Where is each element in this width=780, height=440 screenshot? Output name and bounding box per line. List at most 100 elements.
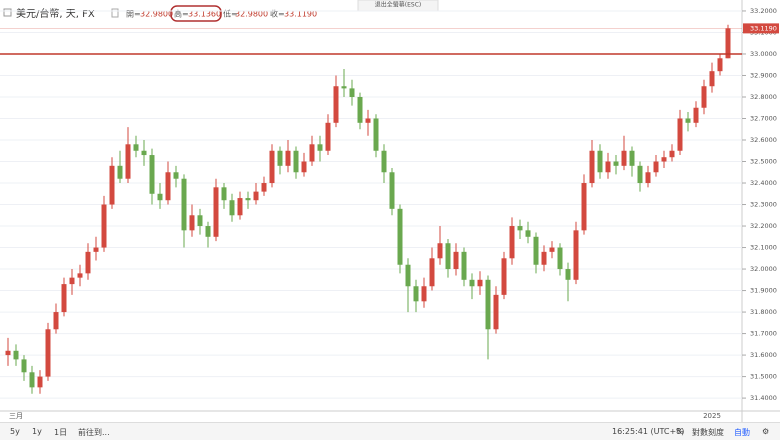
y-tick-label: 32.1000 [750,244,777,252]
candle-body [453,251,459,270]
candle-body [261,183,267,192]
candle-body [69,277,75,285]
candle-body [701,86,707,108]
range-1d[interactable]: 1日 [54,428,68,437]
candle-body [485,279,491,330]
candle-body [389,172,395,209]
candle-body [101,204,107,248]
candle-body [285,150,291,166]
candle-body [109,165,115,205]
candle-body [493,294,499,330]
y-tick-label: 31.8000 [750,308,777,316]
candle-body [13,350,19,360]
candle-body [589,150,595,184]
open-label: 開= [126,10,141,19]
chart: 退出全螢幕(ESC) 美元/台幣, 天, FX 開= 32.9800 高= 33… [0,0,780,422]
y-tick-label: 32.8000 [750,93,777,101]
x-tick-label: 三月 [9,412,23,420]
candle-body [21,359,27,373]
close-label: 收= [270,9,285,19]
candle-body [661,157,667,162]
candle-body [269,150,275,184]
candle-body [149,155,155,194]
candle-body [581,183,587,231]
candle-body [621,150,627,166]
candle-body [613,161,619,166]
compare-icon[interactable] [111,8,119,18]
candle-body [29,372,35,388]
candle-body [325,122,331,151]
open-value: 32.9800 [140,10,173,19]
percent[interactable]: % [676,427,684,436]
low-value: 32.9800 [235,10,268,19]
last-price-badge [743,23,779,34]
range-1y[interactable]: 1y [32,427,42,436]
candle-body [597,150,603,173]
candle-body [677,118,683,151]
y-tick-label: 31.9000 [750,287,777,295]
menu-icon[interactable] [3,8,12,17]
log-scale[interactable]: 對數刻度 [692,428,724,437]
candle-body [365,118,371,123]
close-value: 33.1190 [284,10,317,19]
y-tick-label: 32.4000 [750,179,777,187]
goto[interactable]: 前往到... [78,428,110,437]
candle-body [541,251,547,265]
candle-body [725,28,731,59]
y-tick-label: 32.2000 [750,222,777,230]
candle-body [437,243,443,259]
candle-body [413,286,419,302]
symbol: 美元/台幣, 天, FX [16,7,95,20]
candle-body [333,86,339,123]
candle-body [85,251,91,274]
candle-body [421,286,427,302]
auto-scale[interactable]: 自動 [734,428,750,437]
candle-body [693,107,699,123]
low-label: 低= [223,9,238,19]
candle-body [605,161,611,173]
candle-body [77,273,83,278]
candle-body [309,144,315,162]
y-tick-label: 32.7000 [750,114,777,122]
settings[interactable]: ⚙ [762,427,770,436]
candle-body [509,226,515,259]
candle-body [525,230,531,237]
candle-body [397,208,403,265]
candle-body [629,150,635,166]
candle-body [37,376,43,388]
high-label: 高= [174,9,189,19]
y-tick-label: 33.2000 [750,7,777,15]
candle-body [205,226,211,237]
y-tick-label: 32.5000 [750,158,777,166]
last-price-label: 33.1190 [750,24,777,32]
y-tick-label: 31.6000 [750,351,777,359]
candle-body [93,247,99,252]
candle-body [317,144,323,151]
x-tick-label: 2025 [703,412,721,420]
candle-body [253,191,259,201]
candle-body [653,161,659,173]
candle-body [381,150,387,173]
candle-body [141,150,147,156]
candle-body [477,279,483,287]
y-tick-label: 32.6000 [750,136,777,144]
candle-body [549,247,555,252]
candle-body [181,178,187,231]
y-tick-label: 33.0000 [750,50,777,58]
y-tick-label: 31.4000 [750,394,777,402]
fullscreen-text[interactable]: 退出全螢幕(ESC) [375,1,421,9]
high-value: 33.1360 [188,10,221,19]
candle-body [157,193,163,201]
candle-body [709,71,715,87]
candle-body [117,165,123,179]
candle-body [357,96,363,123]
candle-body [53,312,59,330]
y-tick-label: 31.5000 [750,373,777,381]
candle-body [645,172,651,184]
candle-body [197,215,203,227]
candle-body [669,150,675,158]
candle-body [221,187,227,201]
range-5y[interactable]: 5y [10,427,20,436]
candle-body [133,144,139,151]
candle-body [533,236,539,265]
